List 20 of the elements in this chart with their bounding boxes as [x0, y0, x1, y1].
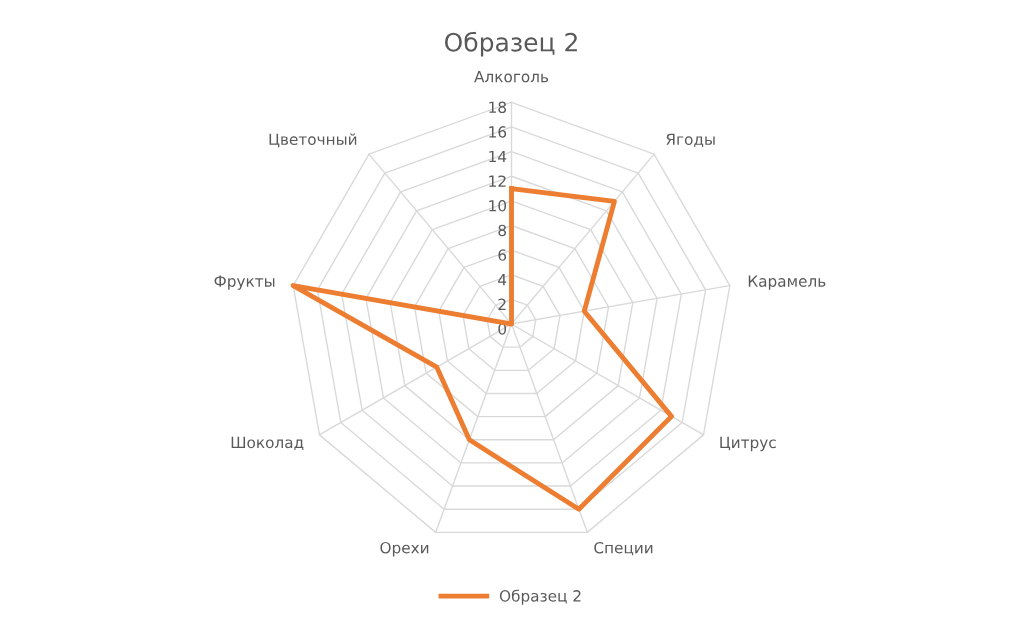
- spoke-label: Алкоголь: [474, 71, 549, 83]
- spoke-label: Карамель: [748, 275, 826, 290]
- legend-label: Образец 2: [499, 589, 581, 605]
- y-tick-label: 18: [489, 101, 507, 114]
- y-tick-label: 8: [498, 224, 507, 237]
- y-tick-label: 2: [498, 298, 506, 310]
- y-tick-label: 14: [489, 150, 507, 163]
- y-tick-label: 12: [489, 175, 506, 187]
- spoke-label: Специи: [594, 541, 653, 556]
- y-tick-label: 4: [498, 274, 507, 286]
- y-tick-label: 6: [498, 249, 507, 261]
- spoke-label: Цитрус: [720, 436, 776, 452]
- spoke-label: Орехи: [380, 541, 429, 557]
- spoke-label: Ягоды: [666, 133, 715, 147]
- y-tick-label: 10: [489, 200, 507, 212]
- spoke-label: Шоколад: [231, 436, 304, 451]
- spoke-label: Фрукты: [214, 275, 275, 290]
- chart-title: Образец 2: [444, 31, 577, 57]
- y-tick-label: 16: [489, 126, 507, 138]
- spoke-label: Цветочный: [269, 133, 357, 148]
